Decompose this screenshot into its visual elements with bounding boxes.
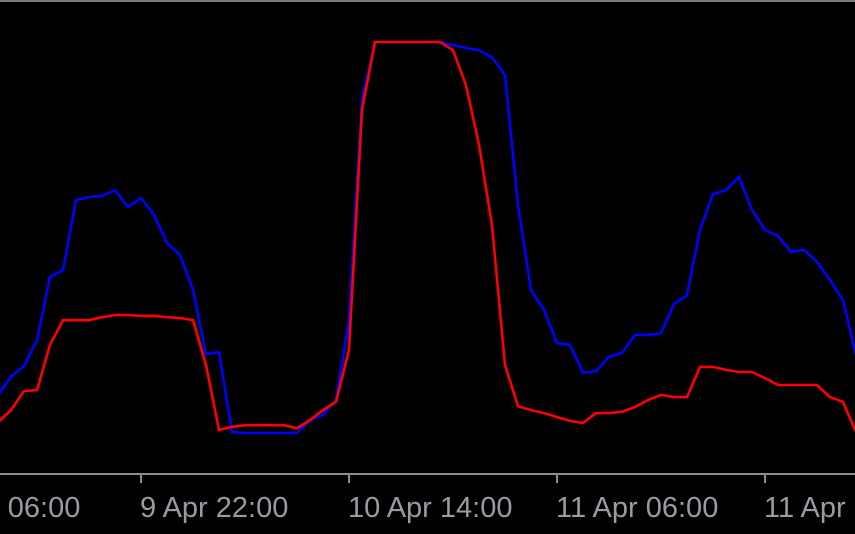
series-line-1 bbox=[0, 40, 855, 433]
x-tick-label: 9 Apr 06:00 bbox=[0, 492, 80, 524]
series-layer bbox=[0, 40, 855, 435]
x-axis-ticks: 9 Apr 06:00 9 Apr 22:00 10 Apr 14:00 11 Apr… bbox=[0, 474, 855, 524]
x-tick-label: 11 Apr 06:00 bbox=[556, 492, 718, 524]
x-tick-label: 9 Apr 22:00 bbox=[140, 492, 288, 524]
x-tick-label: 10 Apr 14:00 bbox=[348, 492, 512, 524]
series-line-0 bbox=[0, 40, 855, 435]
x-tick-label: 11 Apr 22:00 bbox=[764, 492, 855, 524]
